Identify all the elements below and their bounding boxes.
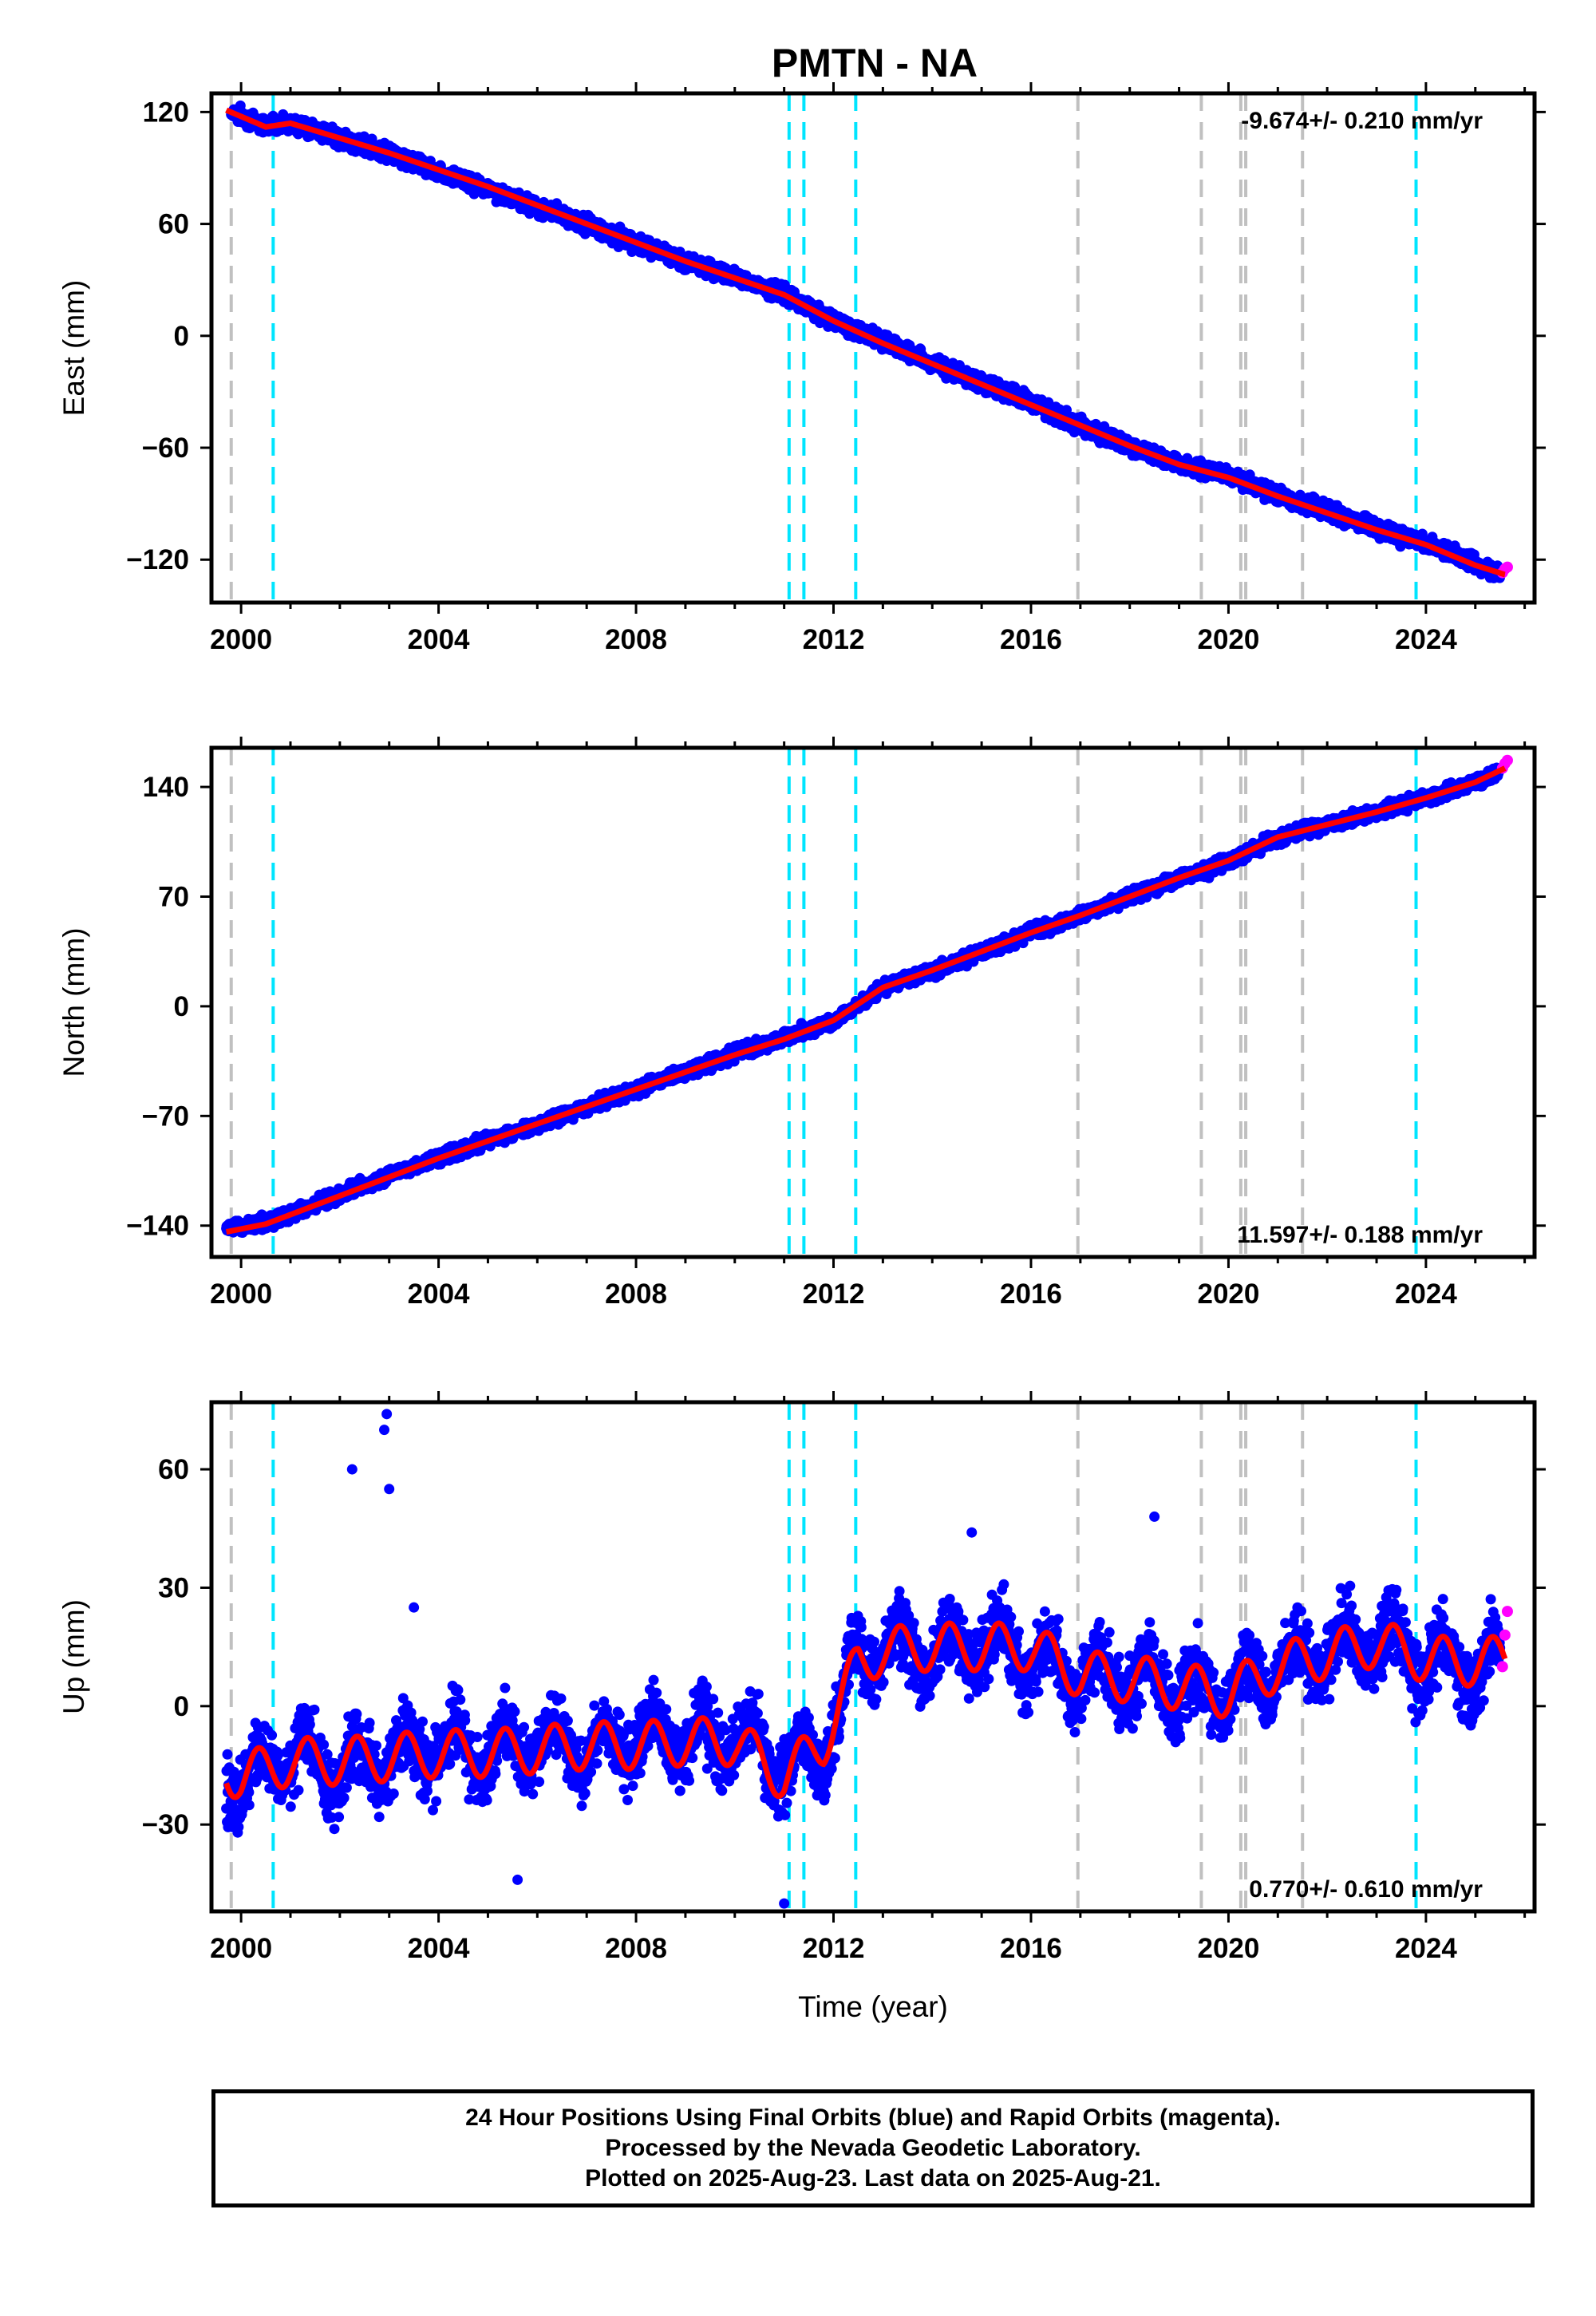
panels: 120 60 0 −60 −120 2000 2004 2008 2012 2016 2020 202…	[57, 82, 1546, 2023]
rate-annotation: -9.674+/- 0.210 mm/yr	[1241, 108, 1483, 134]
x-tick-label: 2008	[605, 624, 667, 655]
x-tick-label: 2020	[1197, 624, 1259, 655]
panel-east: 120 60 0 −60 −120 2000 2004 2008 2012 2016 2020 202…	[57, 82, 1546, 655]
y-tick-label: 0	[174, 321, 189, 352]
x-tick-label: 2000	[210, 624, 272, 655]
x-tick-label: 2004	[408, 624, 470, 655]
x-tick-label: 2016	[1000, 624, 1062, 655]
x-tick-label: 2024	[1395, 624, 1457, 655]
y-tick-label: −120	[126, 544, 189, 575]
y-axis-label: East (mm)	[57, 280, 90, 417]
y-tick-label: −60	[142, 433, 189, 464]
y-tick-label: 60	[158, 209, 189, 240]
y-tick-label: 120	[143, 97, 189, 128]
plot-area	[221, 748, 1513, 1257]
plot-area	[225, 93, 1513, 603]
rapid-point	[1501, 561, 1513, 573]
figure-title: PMTN - NA	[772, 41, 978, 85]
x-tick-label: 2012	[803, 624, 865, 655]
